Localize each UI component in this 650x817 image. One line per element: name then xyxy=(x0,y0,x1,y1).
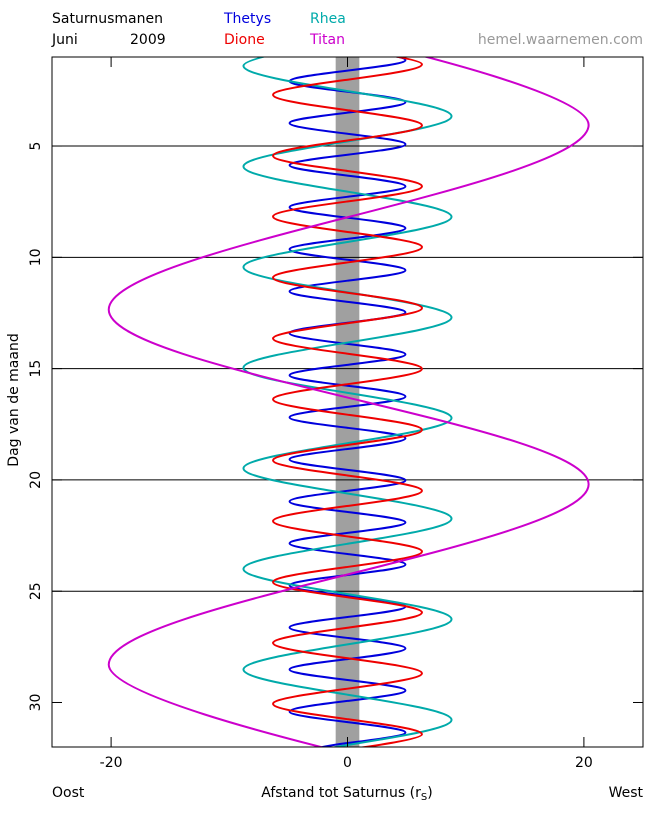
y-tick-label: 5 xyxy=(28,142,44,151)
chart-title: Saturnusmanen xyxy=(52,11,163,27)
x-tick-label: 20 xyxy=(575,755,593,771)
source: hemel.waarnemen.com xyxy=(478,32,643,48)
x-tick-label: -20 xyxy=(100,755,123,771)
y-tick-label: 25 xyxy=(28,582,44,600)
x-axis-label-suffix: ) xyxy=(427,785,432,801)
y-tick-label: 15 xyxy=(28,360,44,378)
plot-area xyxy=(52,57,643,747)
legend-entry: Rhea xyxy=(310,11,346,27)
y-tick-label: 10 xyxy=(28,248,44,266)
month: Juni xyxy=(51,32,78,48)
year: 2009 xyxy=(130,32,166,48)
left-label: Oost xyxy=(52,785,85,801)
y-tick-label: 30 xyxy=(28,694,44,712)
moon-curve xyxy=(242,57,453,747)
moon-curve xyxy=(107,57,590,747)
x-axis-label-text: Afstand tot Saturnus (r xyxy=(261,785,421,801)
moon-curve xyxy=(288,57,407,747)
x-axis-label-sub: S xyxy=(421,792,427,803)
x-tick-label: 0 xyxy=(343,755,352,771)
moon-curve xyxy=(272,57,423,747)
legend-entry: Titan xyxy=(309,32,345,48)
legend-entry: Dione xyxy=(224,32,265,48)
legend-entry: Thetys xyxy=(223,11,271,27)
y-axis-label: Dag van de maand xyxy=(6,333,22,466)
y-tick-label: 20 xyxy=(28,471,44,489)
x-axis-label: Afstand tot Saturnus (rS) xyxy=(261,785,432,803)
right-label: West xyxy=(609,785,644,801)
